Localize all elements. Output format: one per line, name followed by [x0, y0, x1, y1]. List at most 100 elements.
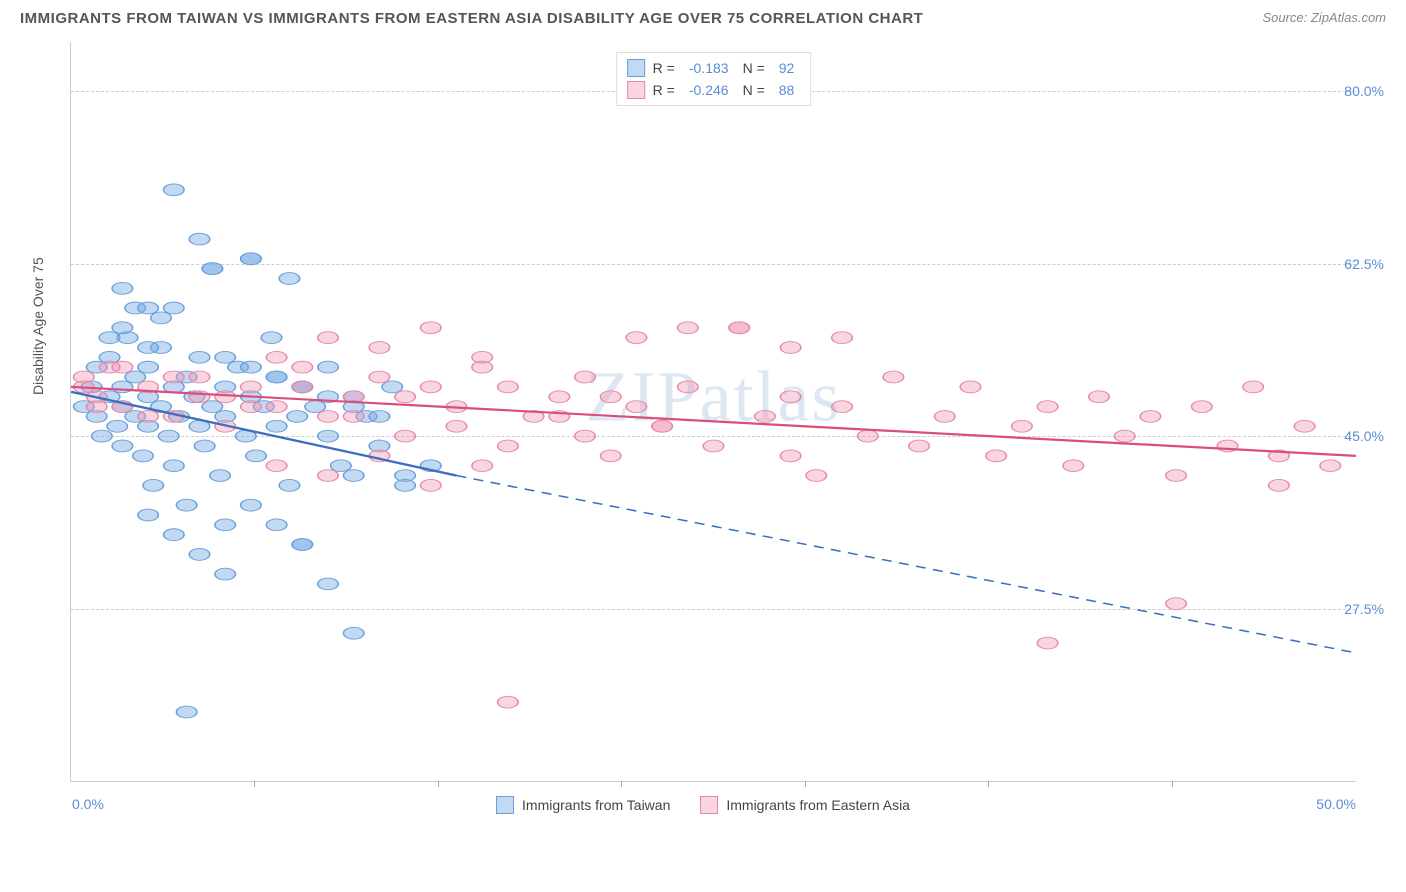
r-value-taiwan: -0.183	[689, 60, 729, 76]
data-point	[421, 381, 442, 393]
data-point	[549, 391, 570, 403]
data-point	[678, 322, 699, 334]
chart-title: IMMIGRANTS FROM TAIWAN VS IMMIGRANTS FRO…	[20, 10, 923, 27]
data-point	[241, 381, 262, 393]
data-point	[1012, 420, 1033, 432]
data-point	[446, 420, 467, 432]
data-point	[755, 411, 776, 423]
x-axis-min-label: 0.0%	[72, 796, 104, 812]
data-point	[215, 351, 236, 363]
data-point	[1166, 470, 1187, 482]
data-point	[369, 371, 390, 383]
data-point	[832, 401, 853, 413]
data-point	[138, 342, 159, 354]
data-point	[143, 479, 164, 491]
legend-label-taiwan: Immigrants from Taiwan	[522, 797, 670, 813]
data-point	[215, 391, 236, 403]
data-point	[1166, 598, 1187, 610]
data-point	[369, 342, 390, 354]
data-point	[343, 627, 364, 639]
legend-item-taiwan: Immigrants from Taiwan	[496, 796, 670, 814]
data-point	[292, 539, 313, 551]
data-point	[1114, 430, 1135, 442]
data-point	[133, 450, 154, 462]
data-point	[176, 499, 197, 511]
data-point	[703, 440, 724, 452]
data-point	[107, 420, 128, 432]
data-point	[266, 420, 287, 432]
data-point	[472, 351, 493, 363]
data-point	[780, 342, 801, 354]
data-point	[935, 411, 956, 423]
data-point	[575, 430, 596, 442]
data-point	[241, 361, 262, 373]
scatter-svg	[71, 42, 1356, 781]
data-point	[909, 440, 930, 452]
data-point	[626, 401, 647, 413]
data-point	[99, 332, 120, 344]
r-value-eastern-asia: -0.246	[689, 82, 729, 98]
data-point	[138, 302, 159, 314]
x-tick	[988, 781, 989, 787]
chart-container: IMMIGRANTS FROM TAIWAN VS IMMIGRANTS FRO…	[0, 0, 1406, 892]
data-point	[652, 420, 673, 432]
data-point	[125, 371, 146, 383]
data-point	[1294, 420, 1315, 432]
data-point	[1320, 460, 1341, 472]
data-point	[215, 568, 236, 580]
data-point	[164, 302, 185, 314]
data-point	[287, 411, 308, 423]
data-point	[369, 411, 390, 423]
data-point	[189, 548, 210, 560]
data-point	[600, 391, 621, 403]
data-point	[92, 430, 113, 442]
data-point	[318, 470, 339, 482]
data-point	[266, 371, 287, 383]
plot-area: ZIPatlas R = -0.183 N = 92 R = -0.246 N …	[70, 42, 1356, 782]
data-point	[99, 361, 120, 373]
data-point	[421, 322, 442, 334]
data-point	[202, 263, 223, 275]
data-point	[292, 361, 313, 373]
data-point	[472, 460, 493, 472]
data-point	[421, 479, 442, 491]
data-point	[1243, 381, 1264, 393]
data-point	[806, 470, 827, 482]
stats-row-eastern-asia: R = -0.246 N = 88	[627, 79, 801, 101]
data-point	[395, 479, 416, 491]
data-point	[498, 381, 519, 393]
data-point	[241, 499, 262, 511]
data-point	[1089, 391, 1110, 403]
data-point	[986, 450, 1007, 462]
data-point	[202, 401, 223, 413]
chart-area: Disability Age Over 75 ZIPatlas R = -0.1…	[20, 32, 1386, 842]
data-point	[575, 371, 596, 383]
swatch-taiwan	[627, 59, 645, 77]
data-point	[1140, 411, 1161, 423]
n-value-eastern-asia: 88	[779, 82, 795, 98]
x-tick	[254, 781, 255, 787]
n-value-taiwan: 92	[779, 60, 795, 76]
header: IMMIGRANTS FROM TAIWAN VS IMMIGRANTS FRO…	[20, 10, 1386, 27]
x-tick	[438, 781, 439, 787]
legend-label-eastern-asia: Immigrants from Eastern Asia	[726, 797, 910, 813]
data-point	[176, 706, 197, 718]
data-point	[318, 578, 339, 590]
data-point	[1037, 401, 1058, 413]
data-point	[498, 696, 519, 708]
data-point	[112, 282, 133, 294]
data-point	[241, 253, 262, 265]
legend-swatch-taiwan	[496, 796, 514, 814]
legend-swatch-eastern-asia	[700, 796, 718, 814]
x-tick	[1172, 781, 1173, 787]
data-point	[395, 391, 416, 403]
data-point	[112, 440, 133, 452]
data-point	[395, 430, 416, 442]
data-point	[318, 411, 339, 423]
data-point	[194, 440, 215, 452]
data-point	[215, 519, 236, 531]
data-point	[832, 332, 853, 344]
data-point	[189, 233, 210, 245]
data-point	[266, 460, 287, 472]
data-point	[857, 430, 878, 442]
